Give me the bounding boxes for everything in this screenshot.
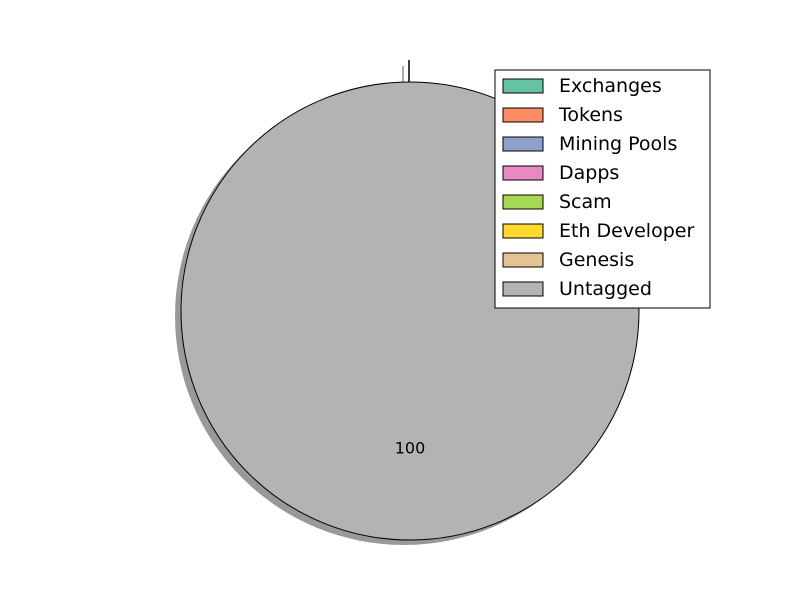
legend-item-genesis-swatch (502, 252, 544, 268)
legend-item-eth-developer-label: Eth Developer (559, 220, 694, 242)
legend-item-dapps-label: Dapps (559, 162, 619, 184)
legend-item-scam-swatch (502, 194, 544, 210)
legend-item-untagged-swatch (502, 281, 544, 297)
legend-item-tokens-swatch (502, 107, 544, 123)
legend-item-genesis-label: Genesis (559, 249, 634, 271)
legend: Exchanges Tokens Mining Pools Dapps Scam Eth … (494, 69, 711, 309)
legend-item-dapps-swatch (502, 165, 544, 181)
legend-item-exchanges-label: Exchanges (559, 75, 662, 97)
legend-item-tokens-label: Tokens (558, 104, 623, 126)
legend-item-exchanges-swatch (502, 78, 544, 94)
pie-slice-labels: 100 (395, 438, 426, 457)
legend-item-eth-developer-swatch (502, 223, 544, 239)
legend-item-scam-label: Scam (559, 191, 612, 213)
legend-item-mining-pools-label: Mining Pools (559, 133, 677, 155)
legend-item-mining-pools-swatch (502, 136, 544, 152)
legend-item-untagged-label: Untagged (559, 278, 652, 300)
slice-untagged-value-label: 100 (395, 438, 426, 457)
